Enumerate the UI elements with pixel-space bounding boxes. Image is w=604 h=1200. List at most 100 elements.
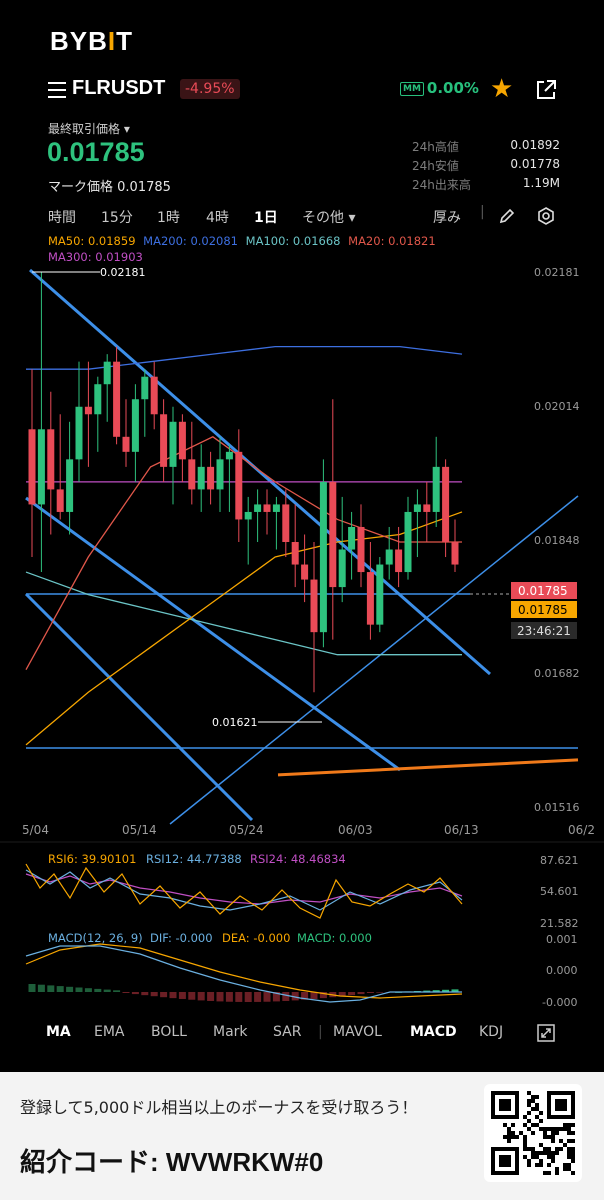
tab-ma[interactable]: MA bbox=[46, 1024, 71, 1040]
fullscreen-icon[interactable] bbox=[537, 1024, 555, 1042]
rsi6-label: RSI6: 39.90101 bbox=[48, 852, 136, 866]
bybit-logo: BYBIT bbox=[50, 26, 134, 56]
tab-time[interactable]: 時間 bbox=[48, 210, 76, 226]
tab-15m[interactable]: 15分 bbox=[101, 210, 133, 226]
depth-tab[interactable]: 厚み bbox=[433, 210, 461, 226]
macd-label: MACD(12, 26, 9) bbox=[48, 931, 143, 945]
x-label: 05/14 bbox=[122, 823, 157, 837]
x-label: 06/13 bbox=[444, 823, 479, 837]
candle bbox=[225, 451, 233, 460]
stats-panel: 24h高値 0.01892 24h安値 0.01778 24h出来高 1.19M bbox=[412, 138, 560, 195]
mm-badge: MM bbox=[400, 82, 424, 96]
tab-sar[interactable]: SAR bbox=[273, 1024, 302, 1040]
ma50-label: MA50: 0.01859 bbox=[48, 234, 136, 248]
macd-bar bbox=[75, 987, 83, 992]
stat-high: 24h高値 0.01892 bbox=[412, 138, 560, 154]
trendline-4 bbox=[169, 495, 579, 825]
candle bbox=[272, 504, 280, 512]
dea-label: DEA: -0.000 bbox=[222, 931, 290, 945]
macd-bar bbox=[376, 992, 384, 993]
candle bbox=[178, 421, 186, 460]
macd-bar bbox=[254, 992, 262, 1002]
macd-bar bbox=[47, 985, 55, 992]
candle bbox=[329, 481, 337, 588]
settings-icon[interactable] bbox=[536, 206, 556, 226]
candle bbox=[376, 564, 384, 625]
candle bbox=[395, 549, 403, 573]
tab-1d[interactable]: 1日 bbox=[254, 210, 278, 226]
macd-bar bbox=[225, 992, 233, 1002]
tab-macd[interactable]: MACD bbox=[410, 1024, 457, 1040]
trendline-3 bbox=[24, 592, 254, 822]
candle bbox=[197, 466, 205, 490]
candle bbox=[141, 376, 149, 400]
macd-bar bbox=[207, 992, 215, 1001]
dif-label: DIF: -0.000 bbox=[150, 931, 213, 945]
macd-bar bbox=[291, 992, 299, 1001]
macd-bar bbox=[188, 992, 196, 1000]
referral-code: 紹介コード: WVWRKW#0 bbox=[20, 1147, 324, 1177]
stat-low: 24h安値 0.01778 bbox=[412, 157, 560, 173]
macd-bar bbox=[348, 992, 356, 996]
tab-1h[interactable]: 1時 bbox=[157, 210, 180, 226]
macd-bar bbox=[197, 992, 205, 1001]
pencil-icon[interactable] bbox=[497, 206, 517, 226]
y-label: 0.01516 bbox=[534, 801, 580, 814]
macd-bar bbox=[113, 990, 121, 992]
candle bbox=[442, 466, 450, 542]
macd-bar bbox=[357, 992, 365, 995]
mark-price-tag-bg bbox=[511, 601, 577, 618]
countdown-tag-bg bbox=[511, 622, 577, 639]
pair-name[interactable]: FLRUSDT bbox=[72, 77, 166, 99]
rsi-tick: 87.621 bbox=[540, 854, 579, 867]
tab-divider: | bbox=[318, 1024, 323, 1040]
x-label: 5/04 bbox=[22, 823, 49, 837]
candle bbox=[188, 459, 196, 490]
banner-text: 登録して5,000ドル相当以上のボーナスを受け取ろう！ bbox=[20, 1098, 418, 1117]
macd-bar bbox=[282, 992, 290, 1001]
macd-bar bbox=[442, 989, 450, 992]
mm-rate[interactable]: MM 0.00% bbox=[400, 79, 479, 97]
macd-bar bbox=[366, 992, 374, 993]
macd-bar bbox=[169, 992, 177, 999]
candle bbox=[160, 414, 168, 467]
macd-bar bbox=[432, 990, 440, 992]
tab-mark[interactable]: Mark bbox=[213, 1024, 248, 1040]
last-price-label[interactable]: 最終取引価格 ▾ bbox=[48, 122, 130, 136]
tab-kdj[interactable]: KDJ bbox=[479, 1024, 504, 1040]
macd-bar bbox=[272, 992, 280, 1002]
candle bbox=[432, 466, 440, 512]
macd-tick: 0.000 bbox=[546, 964, 578, 977]
y-label: 0.01682 bbox=[534, 667, 580, 680]
ma200-label: MA200: 0.02081 bbox=[143, 234, 238, 248]
tab-ema[interactable]: EMA bbox=[94, 1024, 125, 1040]
candle bbox=[56, 489, 64, 512]
y-label: 0.02014 bbox=[534, 400, 580, 413]
star-icon[interactable]: ★ bbox=[490, 74, 514, 104]
candle bbox=[66, 459, 74, 512]
tab-4h[interactable]: 4時 bbox=[206, 210, 229, 226]
candle bbox=[451, 542, 459, 565]
macd-bar bbox=[150, 992, 158, 997]
countdown-tag: 23:46:21 bbox=[517, 624, 571, 638]
candle bbox=[47, 429, 55, 490]
ma100-label: MA100: 0.01668 bbox=[245, 234, 341, 248]
menu-icon[interactable] bbox=[48, 82, 66, 98]
external-link-icon[interactable] bbox=[534, 78, 558, 102]
rsi-tick: 21.582 bbox=[540, 917, 579, 930]
tab-boll[interactable]: BOLL bbox=[151, 1024, 187, 1040]
ma300-label: MA300: 0.01903 bbox=[48, 250, 143, 264]
tab-more[interactable]: その他 ▾ bbox=[302, 210, 356, 226]
x-label: 06/2 bbox=[568, 823, 595, 837]
price-chart[interactable]: 0.02181 0.01621 0.02181 0.02014 0.01848 … bbox=[0, 264, 604, 1014]
rsi6-line bbox=[25, 863, 463, 919]
candle bbox=[310, 579, 318, 633]
divider: | bbox=[480, 204, 485, 220]
macd-bar bbox=[28, 984, 36, 992]
macd-bar bbox=[235, 992, 243, 1002]
macd-hist-label: MACD: 0.000 bbox=[297, 931, 372, 945]
last-price-tag: 0.01785 bbox=[518, 584, 568, 598]
tab-mavol[interactable]: MAVOL bbox=[333, 1024, 382, 1040]
candle bbox=[28, 429, 36, 505]
candle bbox=[423, 504, 431, 512]
